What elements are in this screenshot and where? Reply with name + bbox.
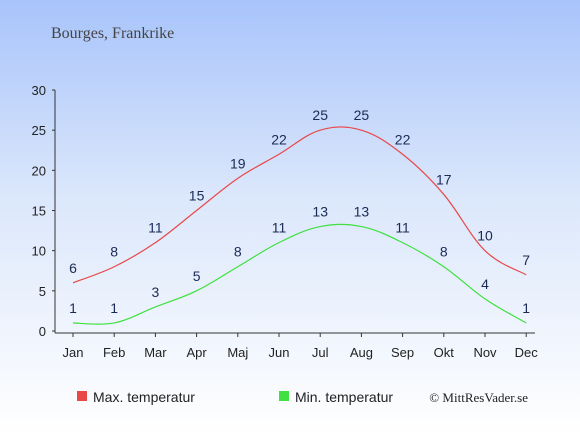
data-label-max: 25 — [312, 107, 328, 123]
data-label-min: 8 — [440, 244, 448, 260]
data-label-max: 7 — [522, 252, 530, 268]
x-tick-label: Jun — [269, 345, 290, 360]
legend-label-min: Min. temperatur — [295, 389, 393, 405]
data-label-max: 11 — [148, 220, 163, 236]
x-tick-label: Feb — [103, 345, 125, 360]
y-tick-label: 25 — [32, 123, 46, 138]
legend-swatch-max — [77, 391, 87, 401]
y-tick-label: 20 — [32, 163, 46, 178]
x-tick-label: Mar — [144, 345, 167, 360]
y-tick-label: 30 — [32, 83, 46, 98]
y-tick-label: 5 — [39, 284, 46, 299]
data-label-max: 19 — [230, 155, 246, 171]
x-tick-label: Okt — [434, 345, 455, 360]
data-label-min: 13 — [312, 204, 328, 220]
data-label-min: 8 — [234, 244, 242, 260]
data-label-max: 22 — [395, 131, 411, 147]
data-label-min: 1 — [522, 300, 530, 316]
data-label-min: 11 — [395, 220, 410, 236]
data-label-min: 5 — [193, 268, 201, 284]
data-label-min: 11 — [272, 220, 287, 236]
data-label-max: 6 — [69, 260, 77, 276]
legend-label-max: Max. temperatur — [93, 389, 195, 405]
data-label-max: 25 — [354, 107, 370, 123]
x-tick-label: Apr — [186, 345, 207, 360]
series-layer — [72, 126, 527, 325]
series-line-min — [72, 223, 527, 325]
x-tick-label: Jul — [312, 345, 329, 360]
data-label-max: 15 — [189, 188, 205, 204]
data-label-max: 22 — [271, 131, 287, 147]
x-tick-label: Jan — [63, 345, 84, 360]
y-tick-label: 15 — [32, 204, 46, 219]
legend: Max. temperatur Min. temperatur — [77, 389, 393, 405]
x-tick-label: Dec — [515, 345, 539, 360]
chart-title: Bourges, Frankrike — [51, 25, 174, 42]
copyright-text: © MittResVader.se — [429, 390, 528, 405]
y-tick-label: 0 — [39, 324, 46, 339]
data-label-min: 1 — [69, 300, 77, 316]
legend-swatch-min — [279, 391, 289, 401]
data-label-max: 17 — [436, 171, 452, 187]
x-tick-label: Sep — [391, 345, 414, 360]
x-tick-label: Aug — [350, 345, 373, 360]
data-label-max: 8 — [110, 244, 118, 260]
series-line-max — [72, 126, 527, 284]
data-label-min: 3 — [152, 284, 160, 300]
data-label-min: 1 — [110, 300, 118, 316]
data-label-max: 10 — [477, 228, 493, 244]
data-label-min: 4 — [481, 276, 489, 292]
data-label-min: 13 — [354, 204, 370, 220]
y-tick-label: 10 — [32, 244, 46, 259]
x-tick-label: Maj — [227, 345, 248, 360]
x-tick-label: Nov — [473, 345, 497, 360]
